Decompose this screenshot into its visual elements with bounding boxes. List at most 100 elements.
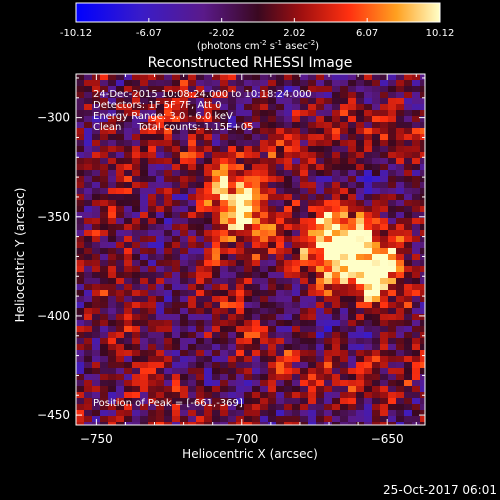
heatmap-cell — [332, 140, 340, 146]
heatmap-cell — [348, 332, 356, 338]
heatmap-cell — [92, 260, 100, 266]
heatmap-cell — [388, 230, 396, 236]
heatmap-cell — [268, 80, 276, 86]
heatmap-cell — [316, 320, 324, 326]
heatmap-cell — [420, 116, 428, 122]
heatmap-cell — [76, 284, 84, 290]
heatmap-cell — [164, 158, 172, 164]
heatmap-cell — [404, 320, 412, 326]
heatmap-cell — [324, 80, 332, 86]
heatmap-cell — [412, 176, 420, 182]
heatmap-cell — [332, 146, 340, 152]
heatmap-cell — [396, 98, 404, 104]
heatmap-cell — [116, 158, 124, 164]
heatmap-cell — [236, 326, 244, 332]
heatmap-cell — [92, 368, 100, 374]
heatmap-cell — [76, 200, 84, 206]
heatmap-cell — [300, 404, 308, 410]
heatmap-cell — [196, 260, 204, 266]
heatmap-cell — [364, 206, 372, 212]
heatmap-cell — [300, 374, 308, 380]
heatmap-cell — [220, 332, 228, 338]
heatmap-cell — [236, 260, 244, 266]
heatmap-cell — [372, 140, 380, 146]
heatmap-cell — [404, 146, 412, 152]
heatmap-cell — [156, 260, 164, 266]
heatmap-cell — [228, 80, 236, 86]
heatmap-cell — [300, 122, 308, 128]
heatmap-cell — [412, 284, 420, 290]
heatmap-cell — [348, 344, 356, 350]
heatmap-cell — [276, 80, 284, 86]
heatmap-cell — [236, 296, 244, 302]
heatmap-cell — [260, 416, 268, 422]
heatmap-cell — [212, 374, 220, 380]
heatmap-cell — [212, 356, 220, 362]
heatmap-cell — [292, 356, 300, 362]
heatmap-cell — [172, 140, 180, 146]
heatmap-cell — [236, 188, 244, 194]
heatmap-cell — [140, 278, 148, 284]
heatmap-cell — [148, 230, 156, 236]
heatmap-cell — [364, 272, 372, 278]
heatmap-cell — [292, 392, 300, 398]
heatmap-cell — [156, 170, 164, 176]
heatmap-cell — [276, 290, 284, 296]
heatmap-cell — [268, 308, 276, 314]
heatmap-cell — [116, 296, 124, 302]
heatmap-cell — [116, 320, 124, 326]
heatmap-cell — [364, 146, 372, 152]
heatmap-cell — [116, 254, 124, 260]
heatmap-cell — [332, 362, 340, 368]
heatmap-cell — [268, 374, 276, 380]
heatmap-cell — [148, 296, 156, 302]
heatmap-cell — [180, 200, 188, 206]
heatmap-cell — [204, 284, 212, 290]
heatmap-cell — [396, 230, 404, 236]
heatmap-cell — [356, 86, 364, 92]
heatmap-cell — [348, 86, 356, 92]
heatmap-cell — [204, 230, 212, 236]
heatmap-cell — [396, 188, 404, 194]
heatmap-cell — [196, 314, 204, 320]
heatmap-cell — [124, 386, 132, 392]
heatmap-cell — [180, 164, 188, 170]
heatmap-cell — [116, 338, 124, 344]
heatmap-cell — [156, 344, 164, 350]
heatmap-cell — [348, 158, 356, 164]
heatmap-cell — [124, 278, 132, 284]
heatmap-cell — [196, 386, 204, 392]
heatmap-cell — [180, 146, 188, 152]
heatmap-cell — [324, 320, 332, 326]
heatmap-cell — [260, 404, 268, 410]
heatmap-cell — [300, 206, 308, 212]
heatmap-cell — [340, 266, 348, 272]
heatmap-cell — [372, 392, 380, 398]
heatmap-cell — [340, 206, 348, 212]
heatmap-cell — [324, 356, 332, 362]
heatmap-cell — [372, 410, 380, 416]
heatmap-cell — [404, 380, 412, 386]
heatmap-cell — [156, 248, 164, 254]
heatmap-cell — [324, 362, 332, 368]
heatmap-cell — [268, 158, 276, 164]
heatmap-cell — [84, 104, 92, 110]
heatmap-cell — [156, 416, 164, 422]
heatmap-cell — [76, 104, 84, 110]
heatmap-cell — [356, 254, 364, 260]
heatmap-cell — [412, 380, 420, 386]
heatmap-cell — [92, 344, 100, 350]
heatmap-cell — [140, 170, 148, 176]
heatmap-cell — [340, 92, 348, 98]
heatmap-cell — [108, 350, 116, 356]
heatmap-cell — [228, 104, 236, 110]
heatmap-cell — [372, 110, 380, 116]
heatmap-cell — [252, 284, 260, 290]
heatmap-cell — [212, 326, 220, 332]
heatmap-cell — [252, 242, 260, 248]
heatmap-cell — [172, 344, 180, 350]
heatmap-cell — [284, 224, 292, 230]
heatmap-cell — [140, 326, 148, 332]
heatmap-cell — [380, 104, 388, 110]
heatmap-cell — [196, 284, 204, 290]
